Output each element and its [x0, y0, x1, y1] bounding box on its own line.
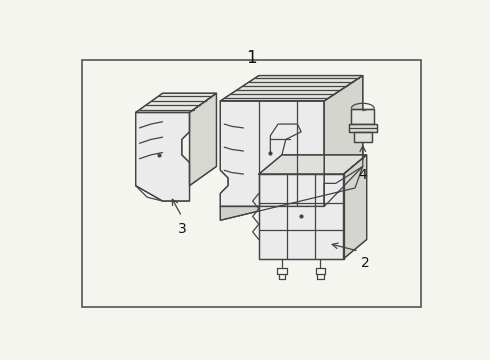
Polygon shape — [259, 174, 343, 259]
Text: 4: 4 — [358, 168, 367, 182]
Polygon shape — [220, 166, 363, 220]
Polygon shape — [354, 132, 372, 142]
Polygon shape — [324, 76, 363, 206]
Text: 1: 1 — [246, 49, 256, 67]
Polygon shape — [190, 93, 217, 186]
Polygon shape — [220, 101, 324, 206]
Bar — [82, 60, 420, 307]
Polygon shape — [349, 124, 377, 132]
Text: 3: 3 — [177, 222, 186, 236]
Polygon shape — [343, 155, 367, 259]
Text: 2: 2 — [361, 256, 369, 270]
Polygon shape — [220, 76, 363, 101]
Polygon shape — [351, 109, 374, 124]
Polygon shape — [136, 93, 217, 112]
Polygon shape — [136, 112, 190, 201]
Polygon shape — [259, 155, 367, 174]
Text: ←: ← — [362, 108, 367, 113]
